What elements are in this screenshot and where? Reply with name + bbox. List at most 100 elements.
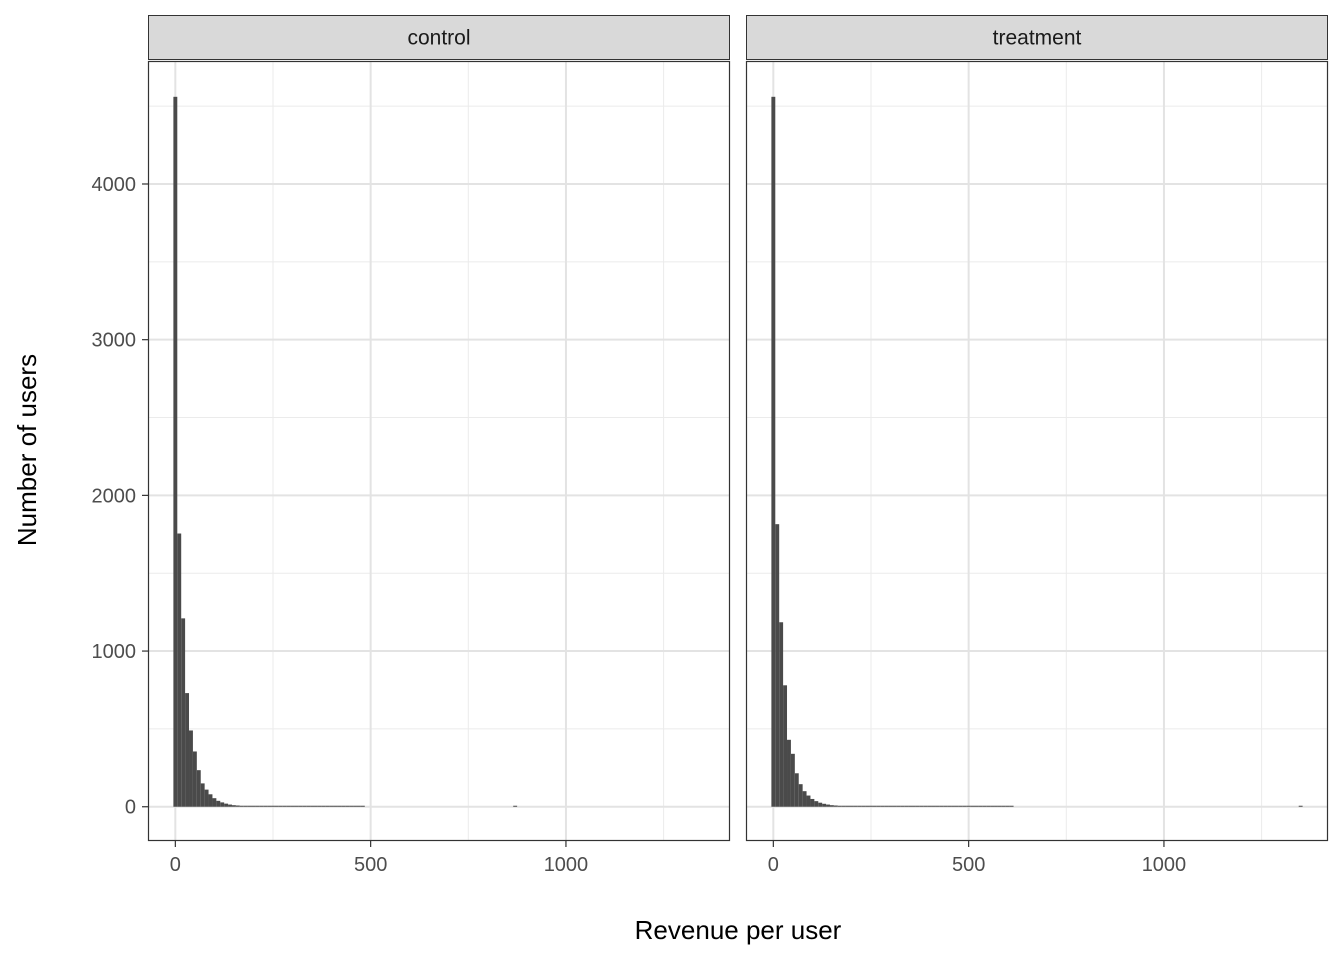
histogram-bar xyxy=(286,805,291,807)
histogram-bar xyxy=(302,805,307,807)
facet-strip-treatment xyxy=(746,15,1328,60)
histogram-bar xyxy=(263,805,268,807)
histogram-bar xyxy=(833,805,838,807)
histogram-bar xyxy=(869,805,873,807)
y-tick-label: 1000 xyxy=(92,641,137,663)
histogram-bar xyxy=(317,805,322,807)
histogram-bar xyxy=(243,805,248,807)
facets-layer: control 0 500 1000 0 1000 2000 3000 4000 treatmen… xyxy=(92,15,1329,876)
histogram-bar xyxy=(1001,805,1006,807)
histogram-bar xyxy=(837,805,842,807)
histogram-bar xyxy=(251,805,256,807)
histogram-bar xyxy=(935,805,940,807)
histogram-bar xyxy=(794,773,799,807)
histogram-bar xyxy=(192,751,197,807)
facet-strip-label: control xyxy=(407,27,470,50)
histogram-bar xyxy=(787,739,791,807)
histogram-bar xyxy=(306,805,311,807)
facet-panel-control: control 0 500 1000 0 1000 2000 3000 4000 xyxy=(92,15,731,876)
histogram-bar xyxy=(841,805,846,807)
histogram-bar xyxy=(872,805,877,807)
histogram-bar xyxy=(943,805,948,807)
histogram-bar xyxy=(513,805,518,807)
histogram-bar xyxy=(290,805,295,807)
histogram-bar xyxy=(810,798,815,807)
histogram-bar xyxy=(282,805,287,807)
histogram-bar xyxy=(298,805,303,807)
histogram-bar xyxy=(228,804,232,807)
histogram-bar xyxy=(200,783,205,807)
histogram-bar xyxy=(356,805,361,807)
histogram-bar xyxy=(235,805,240,807)
x-tick-label: 0 xyxy=(768,854,779,876)
histogram-bar xyxy=(892,805,897,807)
histogram-bar xyxy=(798,784,803,807)
histogram-bar xyxy=(208,794,213,807)
x-tick-label: 1000 xyxy=(544,854,589,876)
plot-background xyxy=(746,61,1328,841)
x-axis-title: Revenue per user xyxy=(635,915,842,945)
histogram-bar xyxy=(990,805,995,807)
histogram-bar xyxy=(974,805,979,807)
histogram-bar xyxy=(274,805,279,807)
histogram-bar xyxy=(876,805,881,807)
plot-background xyxy=(148,61,730,841)
histogram-bar xyxy=(220,802,225,807)
panel-border xyxy=(745,60,1329,842)
histogram-bar xyxy=(939,805,944,807)
histogram-bar xyxy=(951,805,955,807)
histogram-bar xyxy=(783,685,788,807)
histogram-bar xyxy=(908,805,913,807)
histogram-bar xyxy=(826,804,830,807)
histogram-bar xyxy=(337,805,342,807)
histogram-bar xyxy=(896,805,901,807)
histogram-bar xyxy=(931,805,936,807)
histogram-bar xyxy=(865,805,870,807)
histogram-bar xyxy=(278,805,283,807)
histogram-bar xyxy=(216,800,221,807)
histogram-bar xyxy=(927,805,932,807)
histogram-bar xyxy=(310,805,315,807)
panel-border xyxy=(147,60,731,842)
histogram-bar xyxy=(806,795,811,807)
x-tick-label: 1000 xyxy=(1142,854,1187,876)
histogram-bar xyxy=(181,618,186,807)
histogram-bar xyxy=(880,805,885,807)
histogram-bar xyxy=(239,805,244,807)
histogram-bar xyxy=(224,803,229,807)
histogram-bar xyxy=(771,96,776,807)
histogram-bar xyxy=(271,805,275,807)
histogram-bar xyxy=(259,805,264,807)
histogram-bar xyxy=(196,770,201,807)
histogram-bar xyxy=(982,805,987,807)
histogram-bar xyxy=(962,805,967,807)
histogram-bar xyxy=(267,805,272,807)
histogram-bar xyxy=(189,730,193,807)
histogram-bar xyxy=(204,789,209,807)
histogram-bar xyxy=(231,805,236,807)
histogram-bar xyxy=(818,802,823,807)
histogram-bar xyxy=(177,533,182,807)
histogram-bar xyxy=(904,805,909,807)
histogram-bar xyxy=(349,805,354,807)
histogram-bar xyxy=(829,805,834,807)
facet-panel-treatment: treatment 0 500 1000 xyxy=(745,15,1329,876)
x-tick-label: 500 xyxy=(354,854,387,876)
histogram-bar xyxy=(333,805,338,807)
histogram-bar xyxy=(966,805,971,807)
x-tick-label: 0 xyxy=(170,854,181,876)
histogram-bar xyxy=(900,805,905,807)
histogram-bar xyxy=(294,805,299,807)
histogram-bar xyxy=(790,753,795,807)
histogram-bar xyxy=(849,805,854,807)
histogram-bar xyxy=(986,805,991,807)
histogram-bar xyxy=(212,798,217,807)
y-axis-title: Number of users xyxy=(12,354,42,546)
histogram-bar xyxy=(1005,805,1010,807)
histogram-bar xyxy=(947,805,952,807)
facet-strip-label: treatment xyxy=(993,27,1082,50)
x-tick-label: 500 xyxy=(952,854,985,876)
histogram-bar xyxy=(994,805,998,807)
histogram-bar xyxy=(915,805,920,807)
